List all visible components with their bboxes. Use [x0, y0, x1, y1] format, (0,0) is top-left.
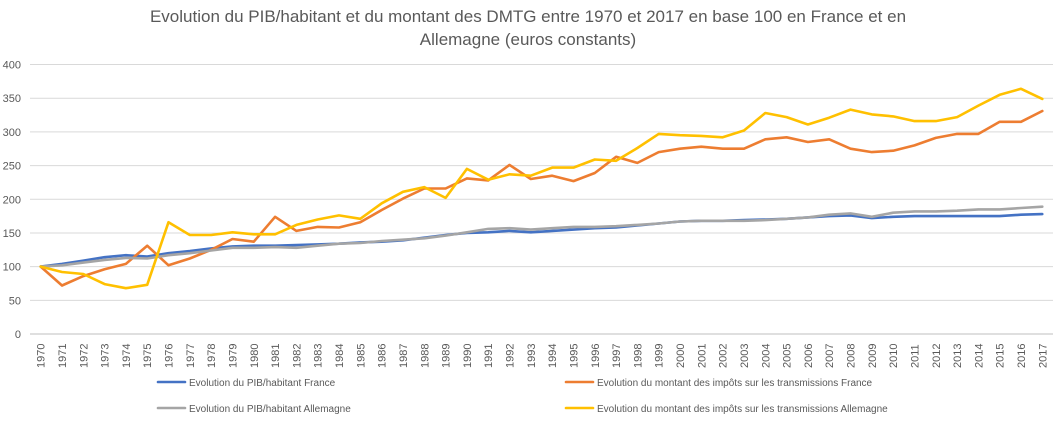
- x-tick-label-2015: 2015: [995, 344, 1007, 368]
- legend-label-1: Evolution du PIB/habitant France: [189, 378, 336, 389]
- x-tick-label-2010: 2010: [888, 344, 900, 368]
- x-tick-label-1973: 1973: [100, 344, 112, 368]
- chart-title-line-1: Evolution du PIB/habitant et du montant …: [150, 7, 906, 26]
- y-tick-label-0: 0: [15, 329, 21, 341]
- legend-label-2: Evolution du montant des impôts sur les …: [597, 378, 873, 389]
- x-tick-label-1999: 1999: [654, 344, 666, 368]
- x-tick-label-1976: 1976: [164, 344, 176, 368]
- y-tick-label-350: 350: [3, 93, 21, 105]
- x-tick-label-1996: 1996: [590, 344, 602, 368]
- x-tick-label-2003: 2003: [739, 344, 751, 368]
- x-tick-label-1982: 1982: [291, 344, 303, 368]
- y-tick-label-200: 200: [3, 194, 21, 206]
- x-tick-label-1992: 1992: [505, 344, 517, 368]
- x-tick-label-1974: 1974: [121, 344, 133, 368]
- x-tick-label-2002: 2002: [718, 344, 730, 368]
- x-tick-label-1979: 1979: [227, 344, 239, 368]
- x-axis: 1970 1971 1972 1973 1974 1975 1976 1977 1978 1979…: [30, 333, 1053, 368]
- x-tick-label-1990: 1990: [462, 344, 474, 368]
- x-tick-label-2011: 2011: [909, 344, 921, 368]
- y-tick-label-100: 100: [3, 262, 21, 274]
- x-tick-label-1994: 1994: [547, 344, 559, 368]
- x-tick-label-1980: 1980: [249, 344, 261, 368]
- x-tick-label-2008: 2008: [846, 344, 858, 368]
- series-line-4: [39, 87, 1044, 290]
- legend-label-3: Evolution du PIB/habitant Allemagne: [189, 404, 351, 415]
- x-tick-label-1985: 1985: [355, 344, 367, 368]
- x-tick-label-1993: 1993: [526, 344, 538, 368]
- x-tick-label-1972: 1972: [78, 344, 90, 368]
- series-line-3: [39, 205, 1044, 268]
- x-tick-label-1981: 1981: [270, 344, 282, 368]
- x-tick-label-1983: 1983: [313, 344, 325, 368]
- x-tick-label-2000: 2000: [675, 344, 687, 368]
- legend: Evolution du PIB/habitant France Evolutio…: [156, 378, 888, 415]
- x-tick-label-1997: 1997: [611, 344, 623, 368]
- x-tick-label-1971: 1971: [57, 344, 69, 368]
- x-tick-label-1977: 1977: [185, 344, 197, 368]
- chart-title-line-2: Allemagne (euros constants): [420, 30, 636, 49]
- y-tick-label-150: 150: [3, 228, 21, 240]
- y-tick-label-250: 250: [3, 161, 21, 173]
- x-tick-label-1987: 1987: [398, 344, 410, 368]
- x-tick-label-1989: 1989: [441, 344, 453, 368]
- x-tick-label-2005: 2005: [782, 344, 794, 368]
- x-tick-label-2007: 2007: [824, 344, 836, 368]
- x-tick-label-1975: 1975: [142, 344, 154, 368]
- x-tick-label-2004: 2004: [760, 344, 772, 368]
- x-tick-label-2016: 2016: [1016, 344, 1028, 368]
- x-tick-label-2001: 2001: [696, 344, 708, 368]
- x-tick-label-2006: 2006: [803, 344, 815, 368]
- y-tick-label-50: 50: [9, 295, 21, 307]
- x-tick-label-1991: 1991: [483, 344, 495, 368]
- gridlines: [30, 64, 1053, 301]
- y-tick-label-300: 300: [3, 127, 21, 139]
- x-tick-label-2009: 2009: [867, 344, 879, 368]
- series-lines: [39, 87, 1044, 290]
- series-line-2: [39, 109, 1044, 287]
- x-tick-label-2013: 2013: [952, 344, 964, 368]
- x-tick-label-1986: 1986: [377, 344, 389, 368]
- x-tick-label-1995: 1995: [568, 344, 580, 368]
- series-line-1: [39, 212, 1044, 268]
- x-tick-label-2012: 2012: [931, 344, 943, 368]
- x-tick-label-1998: 1998: [632, 344, 644, 368]
- y-tick-label-400: 400: [3, 60, 21, 72]
- x-tick-label-1988: 1988: [419, 344, 431, 368]
- x-tick-label-1970: 1970: [36, 344, 48, 368]
- x-tick-label-2017: 2017: [1037, 344, 1049, 368]
- x-tick-label-2014: 2014: [973, 344, 985, 368]
- legend-label-4: Evolution du montant des impôts sur les …: [597, 404, 888, 415]
- x-tick-label-1978: 1978: [206, 344, 218, 368]
- y-axis: 0 50 100 150 200 250 300 350 400: [3, 60, 21, 342]
- x-tick-label-1984: 1984: [334, 344, 346, 368]
